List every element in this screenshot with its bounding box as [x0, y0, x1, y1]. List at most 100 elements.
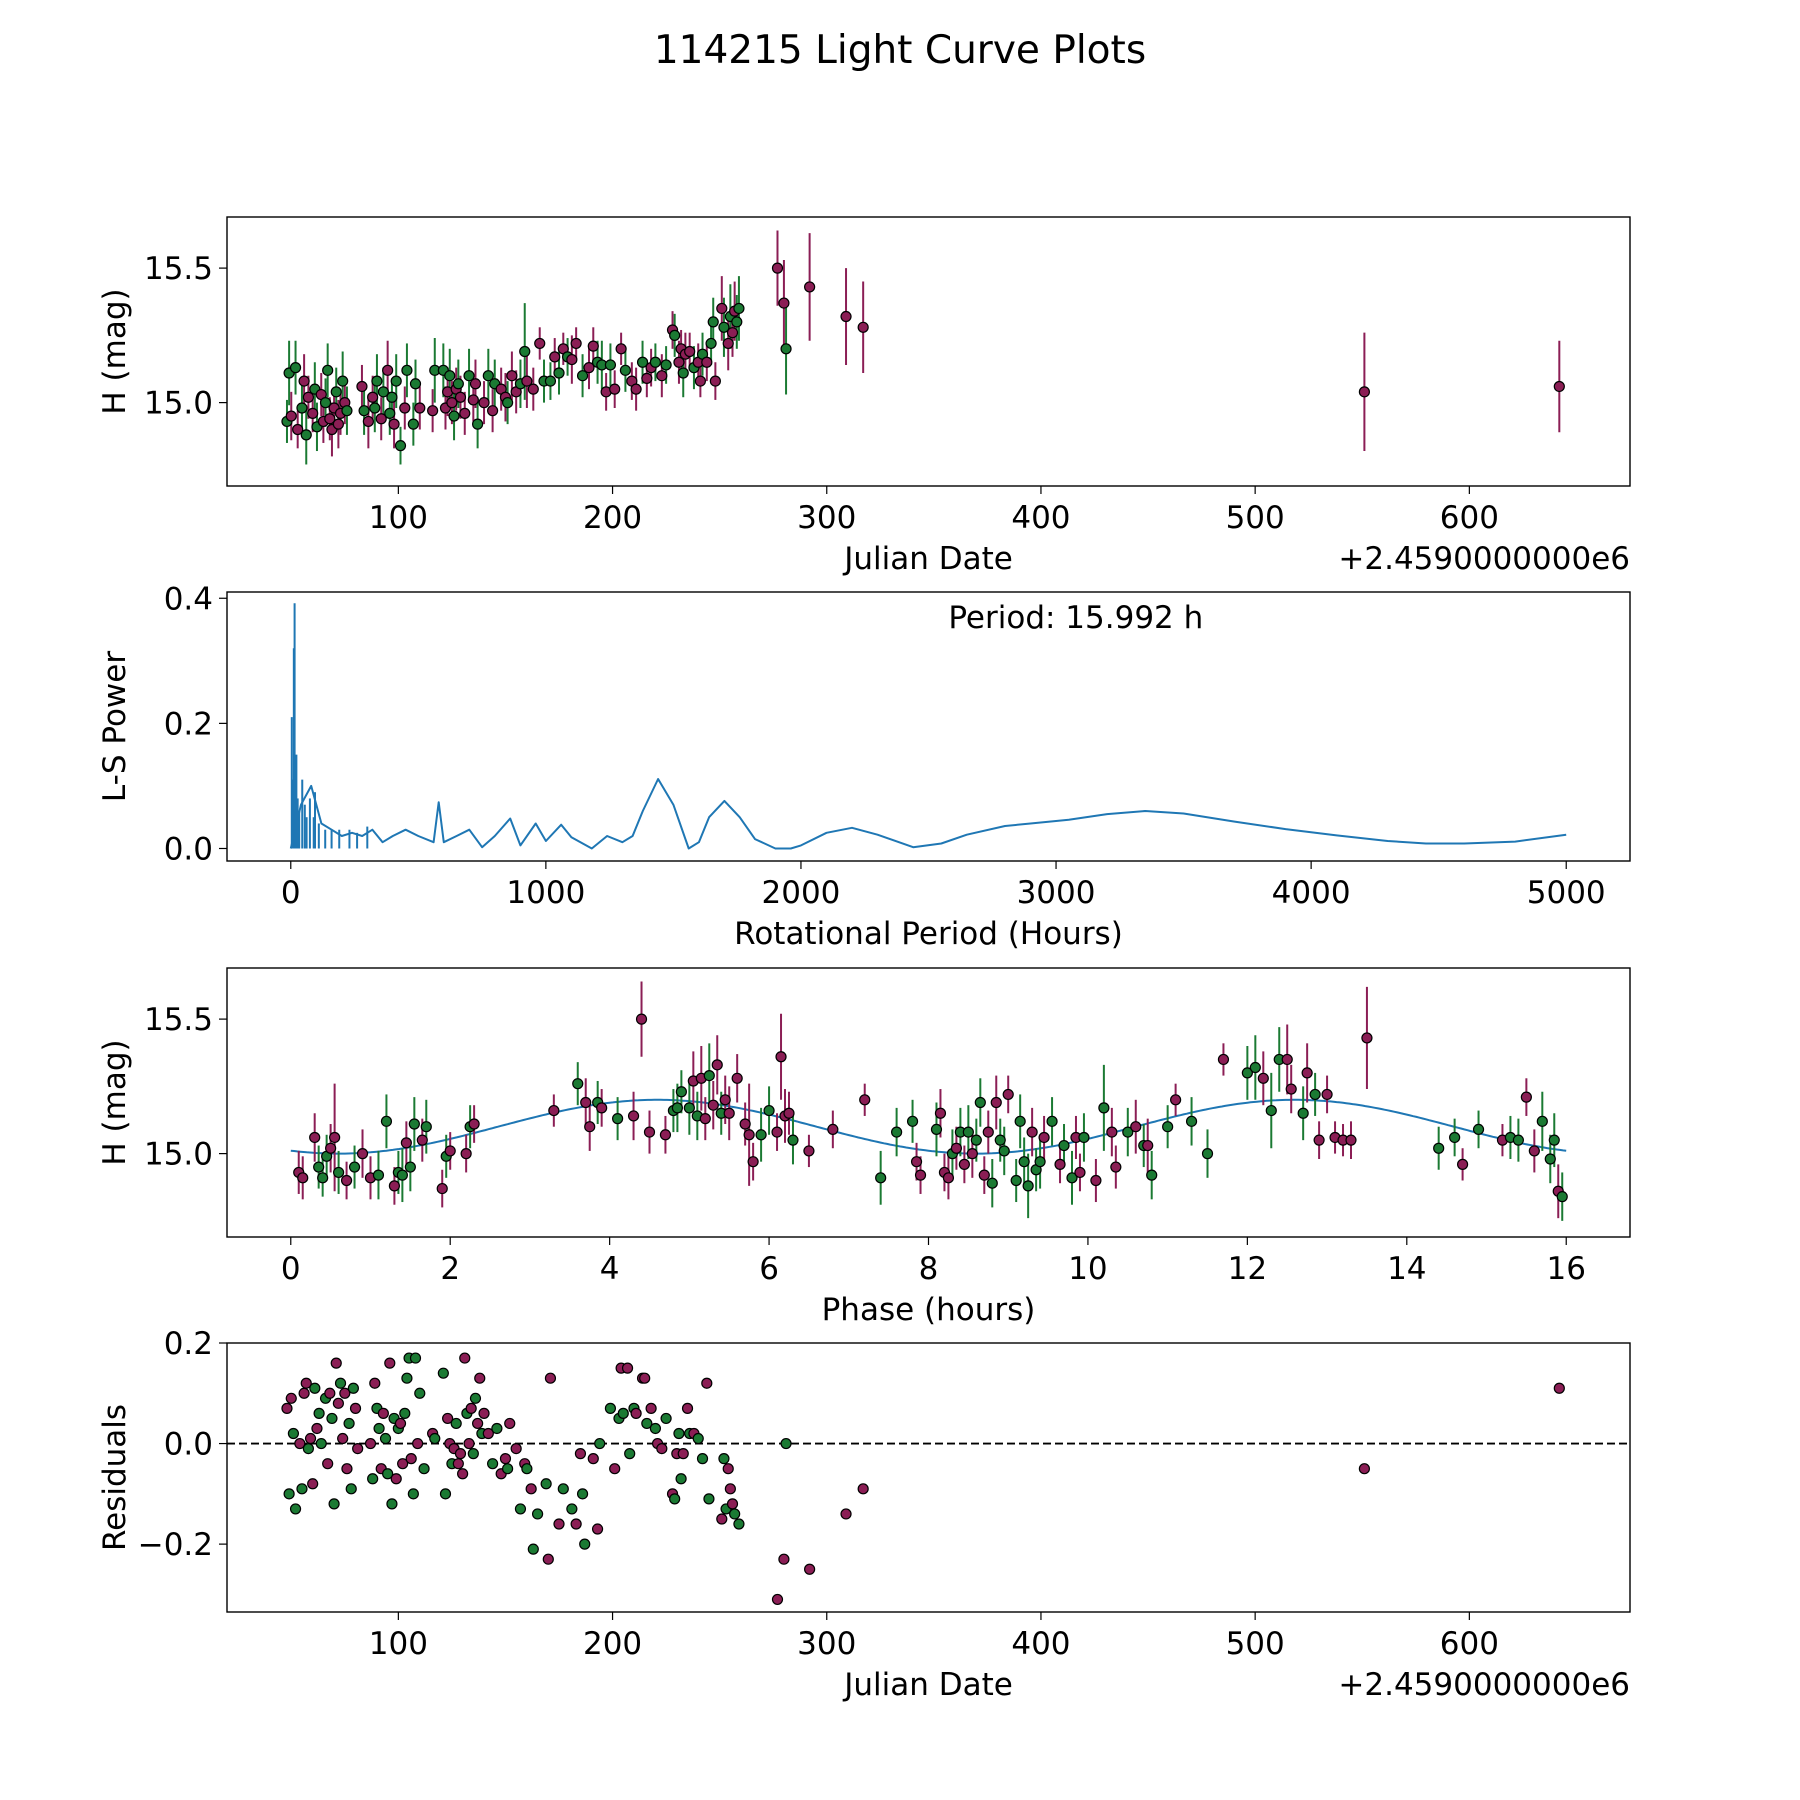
data-point — [408, 1118, 420, 1130]
data-point — [755, 1129, 767, 1141]
data-point — [703, 1069, 715, 1082]
data-point — [1098, 1102, 1110, 1114]
data-point — [677, 367, 689, 379]
x-axis-label: Phase (hours) — [822, 1292, 1036, 1328]
data-point — [407, 418, 419, 430]
x-tick-label: 2000 — [762, 875, 841, 911]
y-tick-label: 15.5 — [144, 251, 213, 287]
data-point — [910, 1156, 923, 1168]
data-point — [454, 391, 467, 403]
data-point — [325, 1142, 337, 1154]
data-point — [694, 375, 706, 387]
data-point — [409, 378, 422, 390]
data-point — [452, 378, 464, 390]
data-point — [731, 316, 743, 328]
data-point — [587, 340, 599, 352]
y-axis-label: Residuals — [97, 1404, 133, 1551]
data-point — [1034, 1156, 1046, 1168]
residual-point — [502, 1463, 514, 1475]
data-point — [1010, 1174, 1022, 1187]
data-point — [671, 1102, 683, 1114]
data-point — [723, 1107, 735, 1119]
residual-point — [332, 1397, 344, 1409]
data-point — [319, 397, 332, 409]
data-point — [1520, 1091, 1532, 1103]
data-point — [709, 375, 721, 387]
data-point — [372, 1169, 385, 1181]
data-point — [1265, 1104, 1277, 1117]
data-point — [1130, 1121, 1142, 1133]
data-point — [519, 345, 531, 358]
data-point — [684, 345, 696, 358]
residual-point — [716, 1513, 728, 1525]
residual-point — [531, 1508, 544, 1520]
data-point — [1054, 1158, 1066, 1170]
x-tick-label: 16 — [1547, 1251, 1586, 1287]
data-point — [780, 343, 792, 355]
data-point — [317, 1172, 329, 1184]
data-point — [1472, 1123, 1485, 1136]
residual-point — [349, 1402, 362, 1414]
x-tick-label: 8 — [919, 1251, 939, 1287]
residual-point — [604, 1402, 617, 1414]
data-point — [1301, 1067, 1313, 1079]
residual-point — [454, 1448, 467, 1460]
data-point — [337, 375, 349, 387]
residual-point — [334, 1377, 347, 1389]
data-point — [930, 1123, 943, 1136]
residual-point — [386, 1498, 398, 1510]
data-point — [1528, 1145, 1540, 1157]
data-point — [726, 327, 739, 339]
residual-point — [467, 1448, 479, 1460]
data-point — [487, 405, 499, 417]
data-point — [966, 1148, 978, 1160]
data-point — [1433, 1142, 1445, 1154]
residual-point — [322, 1458, 334, 1470]
data-point — [707, 316, 719, 328]
residual-point — [345, 1483, 357, 1495]
residual-point — [298, 1387, 310, 1399]
data-point — [1185, 1115, 1198, 1127]
data-point — [875, 1172, 887, 1184]
residual-point — [407, 1488, 419, 1500]
x-tick-label: 4 — [600, 1251, 620, 1287]
data-point — [636, 356, 649, 368]
data-point — [783, 1107, 795, 1119]
data-point — [804, 281, 816, 293]
residual-point — [681, 1402, 694, 1414]
data-point — [356, 380, 368, 393]
data-point — [482, 370, 494, 382]
data-point — [506, 370, 518, 382]
residual-point — [527, 1543, 539, 1555]
data-point — [1110, 1161, 1122, 1173]
residual-point — [649, 1422, 661, 1435]
x-tick-label: 400 — [1011, 500, 1070, 536]
residual-point — [525, 1483, 537, 1495]
y-tick-label: 15.0 — [144, 1137, 213, 1173]
data-point — [1002, 1088, 1014, 1101]
data-point — [333, 1166, 345, 1179]
residual-point — [457, 1468, 469, 1480]
data-point — [1309, 1088, 1321, 1101]
residual-point — [373, 1422, 385, 1435]
residual-point — [570, 1518, 582, 1530]
x-tick-label: 0 — [281, 875, 301, 911]
residual-point — [591, 1523, 604, 1535]
data-point — [566, 353, 578, 366]
residual-point — [514, 1503, 527, 1515]
residual-point — [701, 1377, 713, 1389]
plot-area — [290, 981, 1568, 1221]
data-point — [300, 429, 312, 441]
folded-lightcurve-panel: 0 2 4 6 8 10 12 14 16 15.0 15.5 Phase (hours) H (mag… — [97, 967, 1631, 1328]
x-tick-label: 2 — [440, 1251, 460, 1287]
data-point — [463, 370, 475, 382]
residual-point — [521, 1463, 533, 1475]
residual-point — [352, 1442, 364, 1455]
data-point — [1201, 1148, 1214, 1160]
residual-point — [367, 1473, 379, 1485]
data-point — [1285, 1083, 1297, 1095]
data-point — [1018, 1156, 1030, 1168]
residual-point — [576, 1488, 589, 1500]
data-point — [643, 1126, 656, 1138]
residual-point — [313, 1407, 325, 1419]
